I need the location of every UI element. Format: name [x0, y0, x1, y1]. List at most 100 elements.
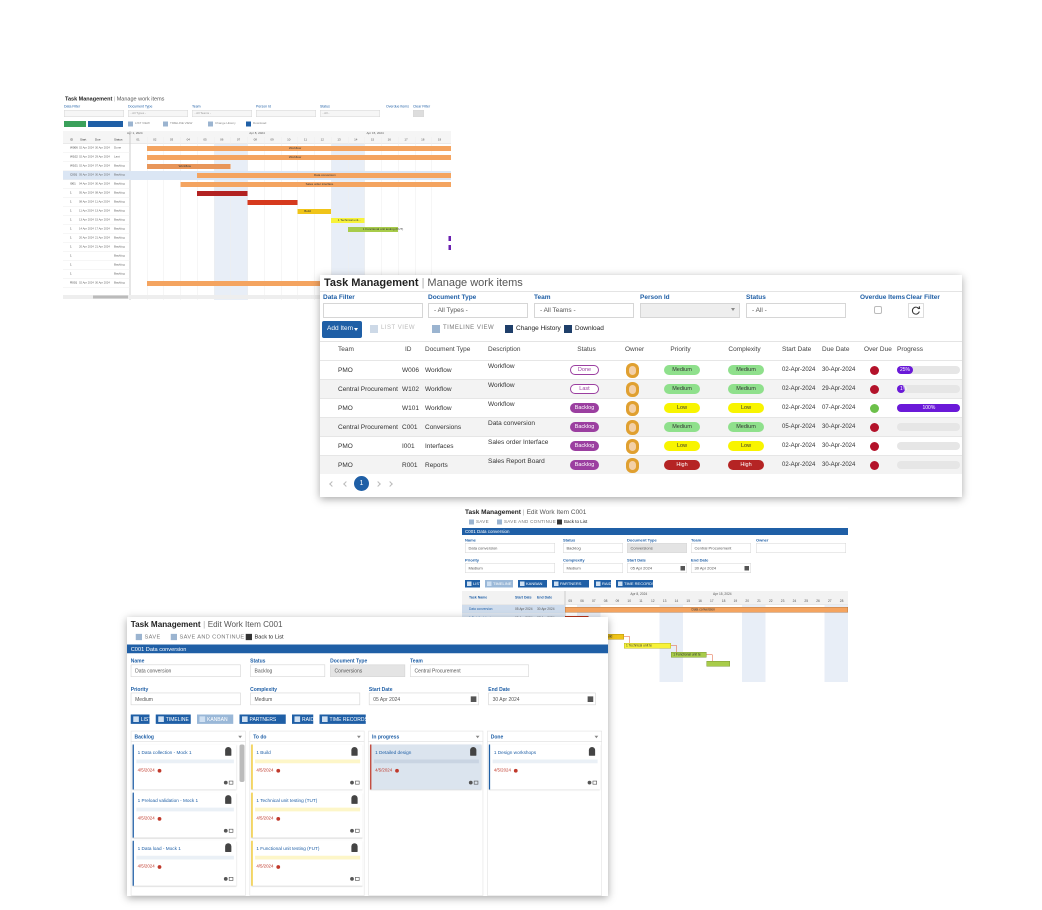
row-due: 30 Apr 2024 — [95, 173, 110, 177]
dependency-line — [671, 645, 678, 656]
row-line — [63, 287, 130, 288]
owner-avatar — [626, 401, 639, 416]
add-item-button[interactable]: Add Item — [322, 321, 362, 338]
filter-input[interactable]: - All Teams - — [534, 303, 634, 318]
toolbar-button[interactable]: Download — [564, 321, 628, 338]
field-input: Central Procurement — [691, 543, 751, 553]
title: Task Management — [65, 96, 113, 102]
card-gear — [350, 780, 354, 785]
kanban-card[interactable]: 1 Data collection - Mock 1 4/5/2024 — [132, 744, 237, 790]
field-value: Backlog — [254, 668, 273, 674]
card-dot — [276, 817, 281, 821]
complexity-pill: Medium — [728, 384, 764, 394]
tab-button[interactable]: TIMELINE — [485, 580, 513, 588]
complexity-pill: Medium — [728, 365, 764, 375]
tab-button[interactable]: TIME RECORDS — [616, 580, 655, 588]
card-title: 1 Data collection - Mock 1 — [137, 749, 192, 756]
day-line — [213, 137, 215, 300]
day-line — [180, 137, 181, 300]
filter-label: Document Type — [428, 294, 477, 301]
page-number[interactable]: 1 — [354, 476, 369, 491]
column-frame — [368, 730, 484, 896]
toolbar-button[interactable]: TIMELINE VIEW — [432, 321, 496, 338]
column-caret — [475, 735, 480, 739]
card-avatar — [351, 843, 358, 852]
tab-button[interactable]: PARTNERS — [239, 714, 286, 724]
tab-button[interactable]: PARTNERS — [552, 580, 589, 588]
field-value: Medium — [468, 566, 483, 571]
tab-button[interactable]: LIST — [465, 580, 481, 588]
gantt-bar: Workflow — [146, 155, 451, 160]
row-status: Backlog — [114, 227, 125, 231]
filter-input[interactable]: - All Types - — [428, 303, 528, 318]
column-header: Backlog — [130, 732, 246, 742]
row-start: 02 Apr 2024 — [79, 146, 94, 150]
avatar-face — [629, 366, 636, 375]
bar-label: 1 Technical unit... — [337, 219, 361, 222]
card-title: 1 Technical unit testing (TUT) — [256, 797, 318, 804]
toolbar-button[interactable]: SAVE AND CONTINUE — [179, 633, 245, 640]
tab-button[interactable]: KANBAN — [197, 714, 234, 724]
progress-track — [897, 442, 960, 450]
kanban-card[interactable]: 1 Functional unit testing (FUT) 4/5/2024 — [251, 840, 363, 886]
card-comment — [228, 780, 234, 785]
tab-button[interactable]: RAID — [594, 580, 612, 588]
day-label: 19 — [437, 138, 442, 142]
row-status: Backlog — [114, 218, 125, 222]
overdue-checkbox[interactable] — [874, 306, 882, 314]
tab-button[interactable]: TIMELINE — [155, 714, 191, 724]
toolbar-icon — [245, 633, 252, 641]
day-label: 12 — [651, 599, 655, 604]
field-input: Central Procurement — [410, 664, 529, 677]
tab-button[interactable]: KANBAN — [518, 580, 547, 588]
filter-input[interactable] — [323, 303, 423, 318]
toolbar-icon — [469, 519, 474, 525]
kanban-card[interactable]: 1 Technical unit testing (TUT) 4/5/2024 — [251, 792, 363, 838]
clear-filter-button[interactable] — [908, 303, 924, 318]
kanban-card[interactable]: 1 Preload validation - Mock 1 4/5/2024 — [132, 792, 237, 838]
subtitle: Manage work items — [427, 277, 523, 289]
card-gear — [223, 828, 228, 833]
filter-label: Status — [320, 105, 330, 109]
tab-label: RAID — [302, 716, 314, 722]
field-input: 30 Apr 2024 — [691, 563, 751, 573]
card-title: 1 Preload validation - Mock 1 — [137, 797, 199, 804]
field-input: Conversions — [627, 543, 687, 553]
field-input: Backlog — [563, 543, 623, 553]
tab-button[interactable]: RAID — [292, 714, 314, 724]
card-title: 1 Detailed design — [375, 749, 412, 756]
toolbar-button[interactable]: Back to List — [564, 519, 588, 524]
day-label: 18 — [421, 138, 425, 142]
row-line — [63, 152, 130, 153]
day-label: 06 — [580, 599, 584, 604]
day-label: 15 — [686, 599, 691, 604]
toolbar-button[interactable]: LIST VIEW — [370, 321, 434, 338]
toolbar-button[interactable]: SAVE AND CONTINUE — [504, 519, 557, 524]
kanban-card[interactable]: 1 Build 4/5/2024 — [251, 744, 363, 790]
bar-label: Data conversion — [691, 608, 715, 612]
filter-input[interactable] — [640, 303, 740, 318]
card-date: 4/5/2024 — [137, 816, 155, 821]
avatar-face — [629, 442, 636, 451]
kanban-card[interactable]: 1 Detailed design 4/5/2024 — [370, 744, 482, 790]
calendar-icon — [680, 566, 685, 571]
subtitle: Manage work items — [116, 96, 165, 102]
kanban-card[interactable]: 1 Data load - Mock 1 4/5/2024 — [132, 840, 237, 886]
progress-track — [897, 385, 960, 393]
toolbar-button[interactable]: SAVE — [144, 633, 161, 640]
field-value: 05 Apr 2024 — [630, 566, 653, 571]
kanban-card[interactable]: 1 Design workshops 4/5/2024 — [488, 744, 601, 790]
toolbar-button[interactable]: SAVE — [476, 519, 489, 524]
filter-input[interactable]: - All - — [746, 303, 846, 318]
tab-button[interactable]: TIME RECORDS — [319, 714, 368, 724]
filter-label: Overdue Items — [386, 105, 409, 109]
toolbar-button[interactable]: Change History — [505, 321, 569, 338]
table-row: PMO R001 Reports Sales Report Board Backlog H… — [320, 455, 962, 474]
day-line — [163, 137, 164, 300]
row-due: 29 Apr 2024 — [95, 155, 110, 159]
tab-button[interactable]: LIST — [130, 714, 151, 724]
bar-label: Sales order interface — [305, 183, 334, 186]
toolbar-button[interactable]: Back to List — [254, 633, 284, 640]
toolbar-label: TIMELINE VIEW — [170, 122, 193, 125]
column-header: Status — [114, 138, 123, 142]
